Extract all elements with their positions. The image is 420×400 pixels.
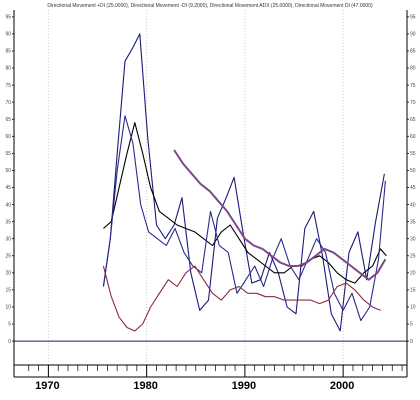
y-tick-left-45: 45 (5, 185, 11, 191)
grid-lines (14, 10, 407, 365)
y-tick-left-30: 30 (5, 236, 11, 242)
y-tick-left-35: 35 (5, 219, 11, 225)
y-axis-right: 0 5 10 15 20 25 30 35 40 45 50 55 60 65 70 75 80 85 90 95 (407, 15, 416, 345)
y-tick-left-10: 10 (5, 305, 11, 311)
chart-header: Directional Movement +DI (25.0000), Dire… (47, 3, 373, 9)
y-tick-left-55: 55 (5, 151, 11, 157)
y-tick-right-0: 0 (410, 339, 413, 345)
y-tick-right-50: 50 (410, 168, 416, 174)
y-tick-right-80: 80 (410, 66, 416, 72)
series-line-2 (103, 122, 387, 284)
y-tick-right-35: 35 (410, 219, 416, 225)
y-tick-right-15: 15 (410, 288, 416, 294)
y-tick-right-90: 90 (410, 32, 416, 38)
y-tick-left-0: 0 (8, 339, 11, 345)
y-tick-right-70: 70 (410, 100, 416, 106)
y-tick-left-70: 70 (5, 100, 11, 106)
series-line-5 (173, 149, 387, 281)
x-tick-1990: 1990 (232, 380, 256, 392)
y-tick-right-25: 25 (410, 253, 416, 259)
y-tick-left-85: 85 (5, 49, 11, 55)
x-tick-1980: 1980 (133, 380, 157, 392)
series-line-1 (102, 33, 385, 332)
y-tick-right-60: 60 (410, 134, 416, 140)
series-lines (102, 33, 387, 332)
y-tick-right-95: 95 (410, 15, 416, 21)
y-tick-right-10: 10 (410, 305, 416, 311)
y-tick-left-80: 80 (5, 66, 11, 72)
x-tick-2000: 2000 (330, 380, 354, 392)
y-tick-right-55: 55 (410, 151, 416, 157)
chart-frame (13, 10, 408, 378)
y-tick-left-90: 90 (5, 32, 11, 38)
y-tick-right-5: 5 (410, 322, 413, 328)
y-tick-right-30: 30 (410, 236, 416, 242)
series-line-3 (102, 115, 386, 322)
series-line-4 (102, 265, 381, 332)
y-tick-right-20: 20 (410, 271, 416, 277)
y-tick-left-50: 50 (5, 168, 11, 174)
y-tick-left-5: 5 (8, 322, 11, 328)
y-tick-right-75: 75 (410, 83, 416, 89)
y-tick-right-85: 85 (410, 49, 416, 55)
y-tick-left-65: 65 (5, 117, 11, 123)
y-tick-right-45: 45 (410, 185, 416, 191)
y-tick-left-20: 20 (5, 271, 11, 277)
y-axis-left: 0 5 10 15 20 25 30 35 40 45 50 55 60 65 70 75 80 85 90 95 (5, 15, 14, 345)
x-tick-1970: 1970 (35, 380, 59, 392)
y-tick-right-40: 40 (410, 202, 416, 208)
y-tick-left-25: 25 (5, 253, 11, 259)
y-tick-left-40: 40 (5, 202, 11, 208)
y-tick-left-15: 15 (5, 288, 11, 294)
y-tick-left-95: 95 (5, 15, 11, 21)
y-tick-left-75: 75 (5, 83, 11, 89)
x-axis: 1970 1980 1990 2000 (28, 365, 403, 392)
y-tick-left-60: 60 (5, 134, 11, 140)
y-tick-right-65: 65 (410, 117, 416, 123)
